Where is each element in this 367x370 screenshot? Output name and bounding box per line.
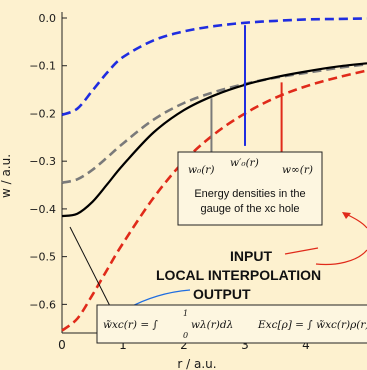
y-tick-label: −0.1 xyxy=(29,60,56,73)
x-tick-label: 4 xyxy=(302,338,310,352)
input-arrow-to-curve xyxy=(315,249,367,266)
equation-box xyxy=(96,304,367,344)
curve-to-equation-line xyxy=(69,226,115,315)
energy-densities-box xyxy=(177,151,323,226)
y-tick-label: −0.2 xyxy=(29,107,56,120)
label-winf: w∞(r) xyxy=(282,164,313,176)
x-tick-label: 3 xyxy=(241,338,249,352)
box-text-line2: gauge of the xc hole xyxy=(200,203,299,215)
y-axis-label: w / a.u. xyxy=(0,154,13,198)
x-tick-label: 0 xyxy=(58,338,66,352)
y-tick-label: −0.4 xyxy=(29,203,56,216)
marker-layer xyxy=(210,25,283,155)
local-interpolation-label: LOCAL INTERPOLATION xyxy=(156,267,321,283)
input-arrowhead-box xyxy=(342,212,351,219)
output-label: OUTPUT xyxy=(193,286,251,302)
x-axis-label: r / a.u. xyxy=(177,357,216,370)
equation-rhs: wλ(r)dλ xyxy=(191,319,233,331)
equation-lhs: w̃xc(r) = ∫ xyxy=(103,319,158,331)
x-tick-label: 2 xyxy=(180,338,188,352)
series-line-black xyxy=(61,62,367,218)
y-tick-label: −0.5 xyxy=(29,251,56,264)
y-tick-label: −0.3 xyxy=(29,155,56,168)
label-w0prime: w′₀(r) xyxy=(230,157,259,169)
label-w0: w₀(r) xyxy=(188,164,214,176)
equation-lower-limit: 0 xyxy=(183,331,188,340)
axes: 0 1 2 3 4 0.0 −0.1 −0.2 −0.3 −0.4 −0.5 −0.6 xyxy=(29,12,367,352)
input-connector-line xyxy=(284,247,319,255)
series-line-blue xyxy=(61,17,367,117)
input-label: INPUT xyxy=(230,248,272,264)
equation-upper-limit: 1 xyxy=(183,309,188,318)
x-tick-label: 1 xyxy=(119,338,127,352)
equation-exc: Exc[ρ] = ∫ w̃xc(r)ρ(r)dr xyxy=(257,319,367,331)
input-arrow-to-box xyxy=(345,213,367,229)
y-tick-label: 0.0 xyxy=(39,12,57,25)
series-line-gray xyxy=(61,63,367,184)
y-tick-label: −0.6 xyxy=(29,298,56,311)
box-text-line1: Energy densities in the xyxy=(194,188,305,200)
